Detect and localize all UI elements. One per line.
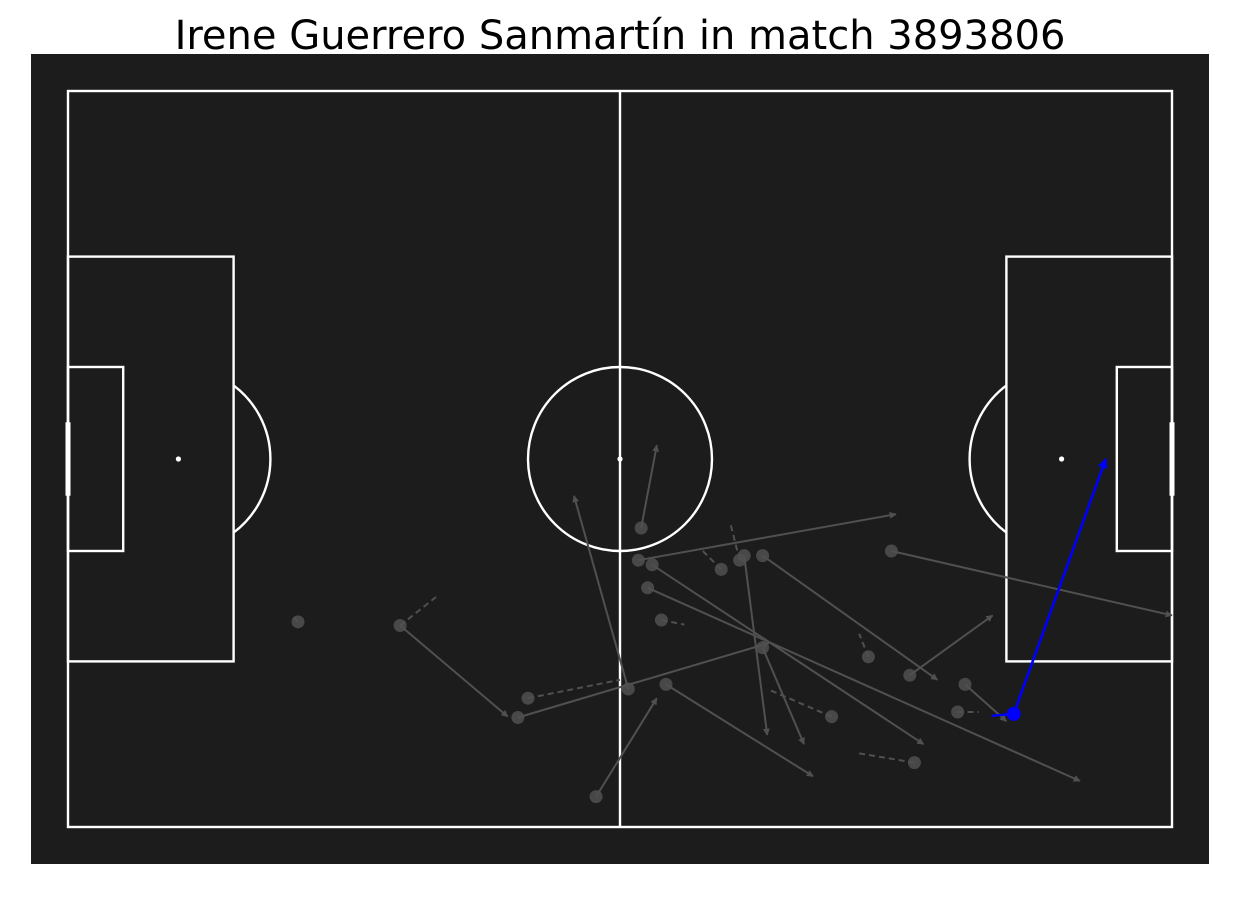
centre-spot bbox=[617, 456, 623, 462]
action-start-point-23 bbox=[884, 544, 898, 558]
action-start-point-18 bbox=[645, 558, 659, 572]
left-penalty-arc bbox=[232, 384, 272, 534]
pitch-spots bbox=[175, 456, 1065, 462]
action-start-point-6 bbox=[714, 562, 728, 576]
action-start-point-20 bbox=[737, 549, 751, 563]
pass-arrow-10 bbox=[743, 555, 770, 736]
action-start-point-14 bbox=[621, 682, 635, 696]
carry-line-5 bbox=[729, 523, 741, 561]
action-start-point-3 bbox=[521, 691, 535, 705]
action-start-point-19 bbox=[659, 677, 673, 691]
pitch-markings bbox=[65, 89, 1175, 829]
pass-arrow-6 bbox=[638, 511, 897, 562]
pass-arrow-4 bbox=[572, 495, 630, 690]
pass-arrow-9 bbox=[665, 683, 814, 778]
action-start-point-25 bbox=[958, 677, 972, 691]
centre-circle bbox=[526, 365, 714, 553]
pass-arrow-12 bbox=[761, 647, 805, 745]
chart-title: Irene Guerrero Sanmartín in match 389380… bbox=[174, 13, 1066, 59]
action-marks bbox=[291, 444, 1173, 804]
carry-line-7 bbox=[766, 688, 832, 718]
action-start-point-4 bbox=[654, 613, 668, 627]
action-start-point-15 bbox=[634, 521, 648, 535]
action-start-point-12 bbox=[511, 711, 525, 725]
right-penalty-arc bbox=[968, 384, 1008, 534]
highlighted-pass-start-point bbox=[1006, 706, 1021, 721]
pass-arrow-7 bbox=[647, 586, 1081, 782]
action-start-point-7 bbox=[825, 710, 839, 724]
action-start-point-17 bbox=[641, 581, 655, 595]
pass-arrow-11 bbox=[762, 554, 938, 681]
action-start-point-2 bbox=[393, 619, 407, 633]
carry-line-3 bbox=[527, 678, 621, 700]
pass-arrow-13 bbox=[891, 550, 1173, 618]
action-start-point-22 bbox=[756, 641, 770, 655]
action-start-point-8 bbox=[907, 756, 921, 770]
pass-arrow-14 bbox=[909, 614, 994, 677]
pass-arrow-2 bbox=[517, 641, 770, 719]
carry-line-2 bbox=[399, 596, 437, 627]
action-start-point-13 bbox=[589, 790, 603, 804]
pass-arrow-1 bbox=[399, 624, 509, 718]
action-start-point-16 bbox=[631, 553, 645, 567]
action-start-point-24 bbox=[903, 668, 917, 682]
action-start-point-21 bbox=[756, 549, 770, 563]
pass-arrow-8 bbox=[651, 563, 925, 746]
right-penalty-spot bbox=[1059, 456, 1065, 462]
highlighted-pass-arrow bbox=[1012, 458, 1108, 715]
left-penalty-spot bbox=[175, 456, 181, 462]
action-start-point-9 bbox=[861, 650, 875, 664]
action-start-point-10 bbox=[951, 705, 965, 719]
pass-arrow-5 bbox=[640, 444, 660, 529]
action-start-point-1 bbox=[291, 615, 305, 629]
pass-arrow-3 bbox=[595, 697, 658, 798]
